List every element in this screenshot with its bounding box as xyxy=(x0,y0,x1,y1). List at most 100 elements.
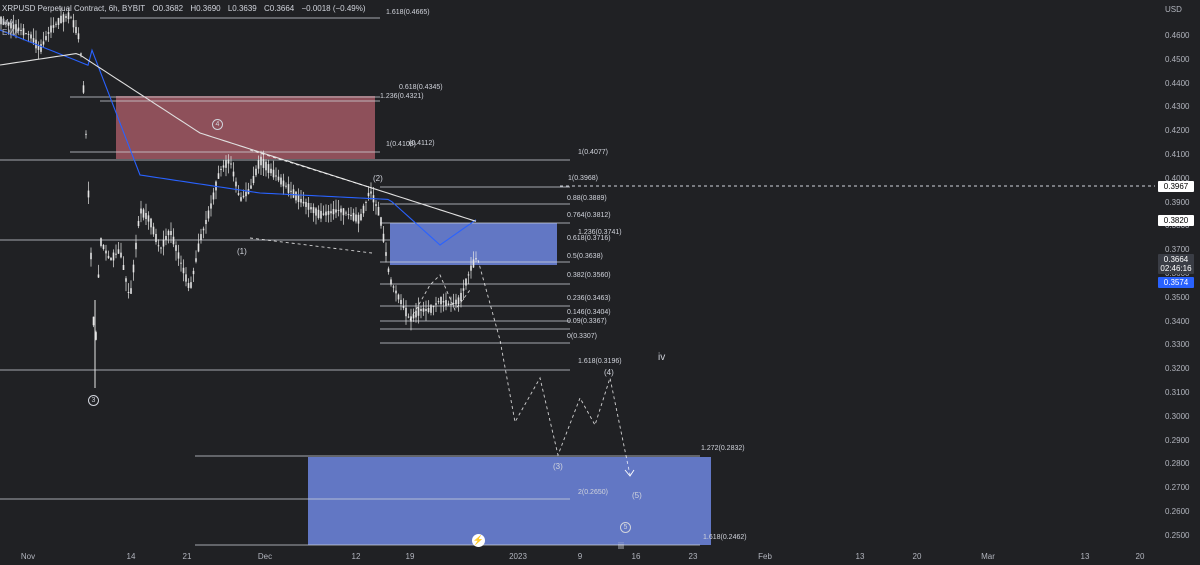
candle-body xyxy=(130,288,132,294)
target-zone-lower xyxy=(308,457,711,545)
candle-body xyxy=(7,22,10,26)
symbol-header: XRPUSD Perpetual Contract, 6h, BYBIT O0.… xyxy=(2,4,371,13)
candle-body xyxy=(217,173,220,179)
candle-body xyxy=(290,190,292,192)
price-tag: 0.3574 xyxy=(1158,277,1194,288)
candle-body xyxy=(470,265,472,271)
indicator-ma-label[interactable]: MA xyxy=(2,18,14,27)
price-tick-label: 0.2900 xyxy=(1165,435,1190,445)
candle-body xyxy=(160,247,162,249)
candle-body xyxy=(277,176,280,181)
price-tick-label: 0.4500 xyxy=(1165,54,1190,64)
candle-body xyxy=(137,220,140,227)
candle-body xyxy=(350,214,352,217)
price-tick-label: 0.2600 xyxy=(1165,507,1190,516)
fib-label: 1(0.3968) xyxy=(568,175,598,182)
time-tick-label: 20 xyxy=(912,552,922,561)
candle-body xyxy=(437,301,440,303)
candle-body xyxy=(32,38,35,43)
fib-label: 0.618(0.3716) xyxy=(567,235,611,242)
candle-body xyxy=(377,206,380,216)
candle-body xyxy=(282,180,285,187)
candle-body xyxy=(435,303,437,305)
candle-body xyxy=(310,207,312,210)
fib-label: 0.236(0.3463) xyxy=(567,295,611,302)
candle-body xyxy=(397,294,400,300)
candle-body xyxy=(87,190,90,198)
wave-circle: 3 xyxy=(88,395,99,406)
time-tick-label: Nov xyxy=(20,552,36,561)
candle-body xyxy=(240,197,242,201)
candle-body xyxy=(387,268,390,272)
candle-body xyxy=(132,264,135,273)
candle-body xyxy=(100,238,102,246)
symbol-title: XRPUSD Perpetual Contract, 6h, BYBIT xyxy=(2,4,146,13)
candle-body xyxy=(145,212,147,220)
candle-body xyxy=(167,230,170,236)
time-tick-label: 12 xyxy=(351,552,361,561)
candle-body xyxy=(325,211,327,216)
candle-body xyxy=(85,133,87,135)
candle-body xyxy=(15,24,17,32)
candle-body xyxy=(117,249,120,254)
candle-body xyxy=(115,253,117,255)
candle-body xyxy=(432,305,435,308)
time-tick-label: Feb xyxy=(758,552,772,561)
candle-body xyxy=(265,161,267,171)
candle-body xyxy=(187,283,190,288)
candle-body xyxy=(255,168,257,176)
candle-body xyxy=(425,309,427,311)
price-tick-label: 0.4000 xyxy=(1165,173,1190,183)
trend-guide-lower xyxy=(249,237,373,254)
candle-body xyxy=(320,210,322,219)
candle-body xyxy=(192,270,195,275)
candle-body xyxy=(180,262,182,264)
candle-body xyxy=(157,245,160,247)
candle-body xyxy=(135,242,137,250)
candle-body xyxy=(182,267,185,274)
ohlc-change: −0.0018 (−0.49%) xyxy=(301,4,366,13)
fib-label: 0.5(0.3638) xyxy=(567,253,603,260)
candle-body xyxy=(342,208,345,216)
candle-body xyxy=(302,201,305,204)
candle-body xyxy=(345,212,347,214)
time-tick-label: 21 xyxy=(182,552,192,561)
price-tag: 0.3967 xyxy=(1158,181,1194,192)
candle-body xyxy=(440,296,442,305)
lightning-icon[interactable]: ⚡ xyxy=(472,534,485,547)
ohlc-high: H0.3690 xyxy=(190,4,221,13)
candle-body xyxy=(27,33,30,35)
candle-body xyxy=(307,202,310,210)
time-tick-label: 19 xyxy=(405,552,415,561)
price-tick-label: 0.3500 xyxy=(1165,292,1190,302)
candle-body xyxy=(317,209,320,218)
candle-body xyxy=(467,274,470,276)
candle-body xyxy=(197,243,200,252)
time-tick-label: Mar xyxy=(981,552,995,561)
candle-body xyxy=(332,208,335,215)
candle-body xyxy=(177,252,180,259)
candle-body xyxy=(225,160,227,168)
candle-body xyxy=(417,307,420,316)
candle-body xyxy=(272,169,275,178)
candle-body xyxy=(447,303,450,306)
price-tick-label: 0.4200 xyxy=(1165,126,1190,136)
candle-body xyxy=(172,236,175,245)
price-tick-label: 0.4400 xyxy=(1165,78,1190,88)
indicator-ema-label[interactable]: EMA xyxy=(2,28,20,37)
time-tick-label: 13 xyxy=(855,552,865,561)
candle-body xyxy=(105,250,107,254)
price-tag: 0.3820 xyxy=(1158,215,1194,226)
candle-body xyxy=(142,209,145,218)
candle-body xyxy=(10,22,12,29)
candle-body xyxy=(80,53,82,55)
candle-body xyxy=(235,181,237,187)
candle-body xyxy=(462,288,465,291)
candle-body xyxy=(122,264,125,271)
candle-body xyxy=(327,210,330,215)
candle-body xyxy=(212,192,215,200)
candle-body xyxy=(455,299,457,305)
candle-body xyxy=(407,316,410,318)
